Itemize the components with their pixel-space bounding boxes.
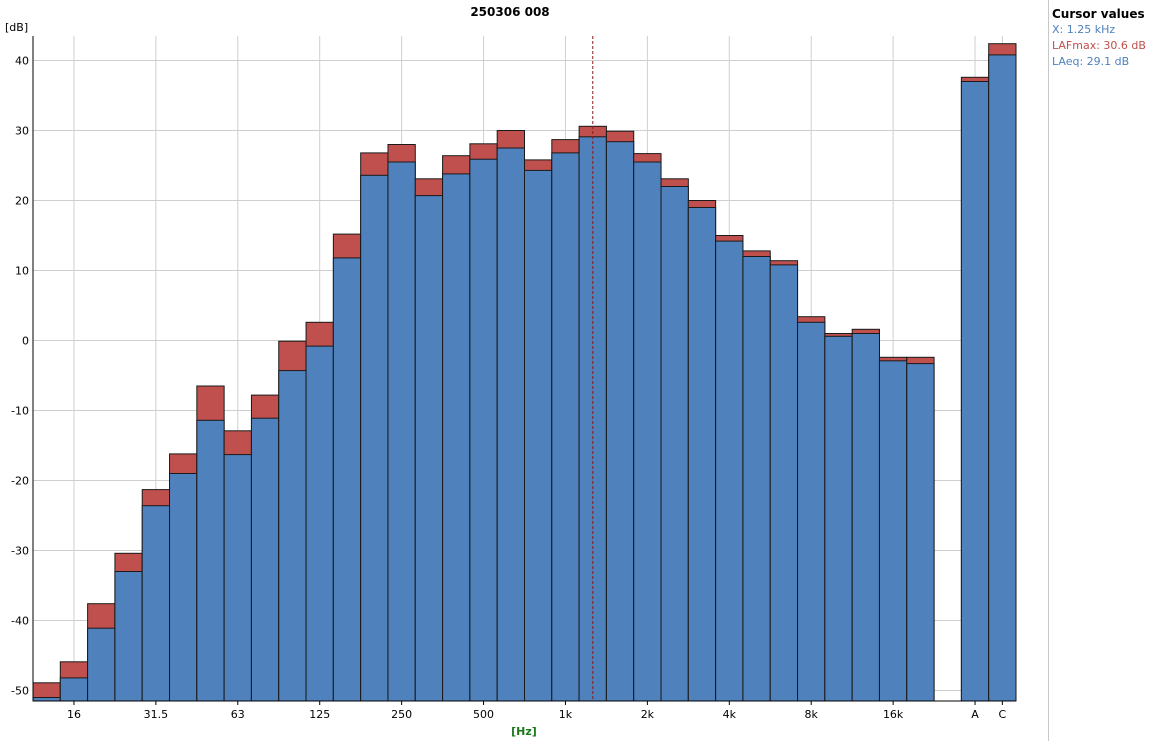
x-tick-label: A (971, 708, 979, 721)
y-axis-label: [dB] (5, 21, 28, 34)
x-tick-label: 500 (473, 708, 494, 721)
bar-laeq (605, 141, 635, 702)
bar-laeq (414, 195, 444, 702)
y-tick-label: 0 (22, 335, 29, 348)
axes: 40 30 20 10 0 -10 -20 -30 -40 -50 16 31.5 63 125 250 50… (11, 36, 1016, 721)
y-tick-label: 20 (15, 195, 29, 208)
cursor-lafmax-value: LAFmax: 30.6 dB (1052, 39, 1146, 52)
bars (32, 36, 1017, 702)
bar-laeq (878, 360, 908, 702)
y-tick-label: 10 (15, 265, 29, 278)
bar-laeq (769, 264, 799, 702)
bar-laeq (305, 345, 334, 702)
bar-laeq (250, 417, 280, 702)
bar-laeq (633, 161, 662, 702)
cursor-panel-title: Cursor values (1052, 7, 1145, 21)
bar-laeq (387, 161, 416, 702)
bar-laeq (32, 697, 61, 702)
bar-laeq (114, 571, 143, 702)
y-tick-label: 30 (15, 125, 29, 138)
x-tick-label: 16k (883, 708, 904, 721)
bar-laeq (360, 174, 389, 702)
y-tick-label: 40 (15, 55, 29, 68)
x-tick-label: 1k (559, 708, 573, 721)
y-tick-label: -50 (11, 685, 29, 698)
bar-laeq (988, 54, 1017, 702)
bar-laeq (141, 505, 171, 702)
bar-laeq (715, 240, 744, 702)
cursor-x-value: X: 1.25 kHz (1052, 23, 1116, 36)
bar-laeq (169, 473, 198, 702)
bar-laeq (797, 321, 826, 702)
x-tick-label: 2k (641, 708, 655, 721)
y-tick-label: -20 (11, 475, 29, 488)
bar-laeq (742, 256, 771, 702)
y-tick-label: -10 (11, 405, 29, 418)
x-tick-label: 8k (805, 708, 819, 721)
x-tick-label: C (999, 708, 1007, 721)
bar-laeq (906, 363, 935, 702)
x-tick-label: 250 (391, 708, 412, 721)
x-axis-label: [Hz] (511, 725, 537, 738)
bar-laeq (851, 333, 880, 702)
x-tick-label: 125 (309, 708, 330, 721)
bar-laeq (824, 335, 853, 702)
bar-laeq (469, 158, 498, 702)
spectrum-chart[interactable]: 40 30 20 10 0 -10 -20 -30 -40 -50 16 31.5 63 125 250 50… (0, 0, 1048, 741)
x-tick-label: 63 (231, 708, 245, 721)
cursor-laeq-value: LAeq: 29.1 dB (1052, 55, 1130, 68)
bar-laeq (332, 257, 362, 702)
x-tick-label: 4k (723, 708, 737, 721)
x-tick-label: 31.5 (144, 708, 169, 721)
bar-laeq (442, 173, 471, 702)
y-tick-label: -30 (11, 545, 29, 558)
bar-laeq (687, 207, 717, 702)
bar-laeq (59, 677, 89, 702)
y-tick-label: -40 (11, 615, 29, 628)
bar-laeq (660, 186, 689, 702)
bar-laeq (960, 81, 990, 702)
cursor-values-panel: Cursor values X: 1.25 kHz LAFmax: 30.6 d… (1048, 0, 1156, 741)
bar-laeq (196, 419, 225, 702)
chart-title: 250306 008 (470, 5, 549, 19)
x-tick-label: 16 (67, 708, 81, 721)
bar-laeq (278, 370, 307, 702)
bar-laeq (524, 169, 553, 702)
bar-laeq (496, 147, 526, 702)
bar-laeq (87, 627, 116, 702)
bar-laeq (223, 454, 252, 702)
bar-laeq (551, 152, 580, 702)
